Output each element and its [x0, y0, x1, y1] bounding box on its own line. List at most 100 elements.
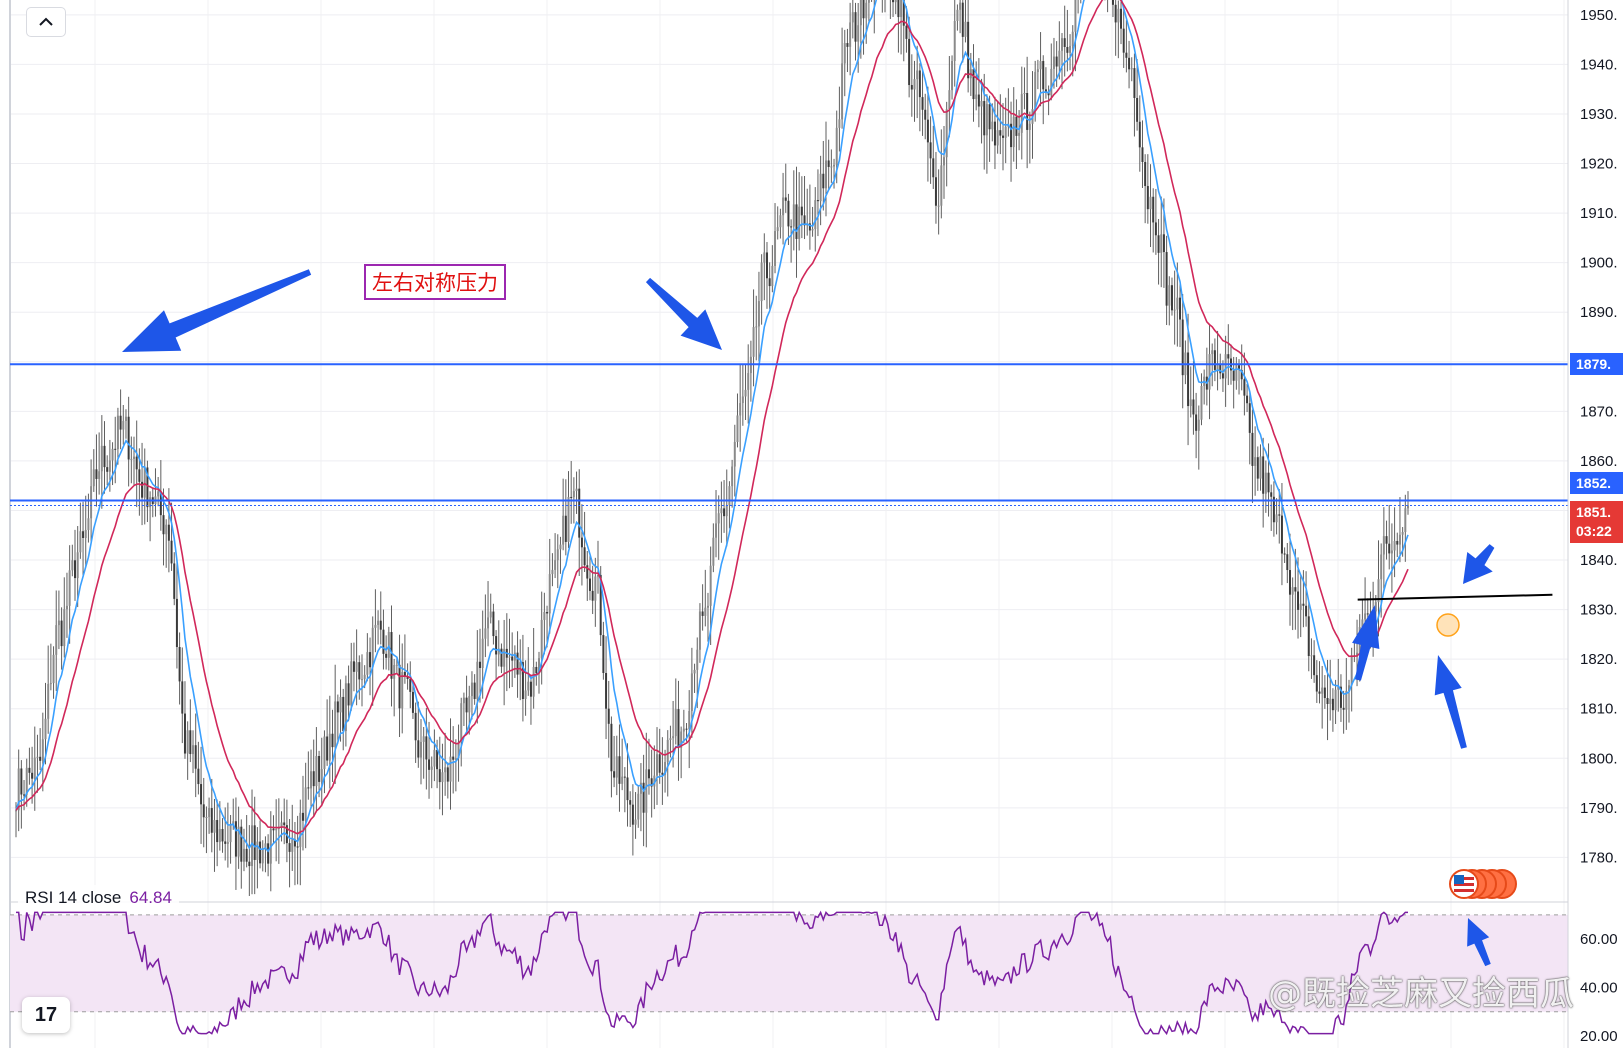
economic-events-icon[interactable]: [1448, 868, 1520, 900]
candle-body: [658, 754, 661, 773]
candle-body: [100, 445, 103, 472]
candle-body: [1221, 373, 1224, 379]
candle-body: [1240, 369, 1243, 380]
candle-body: [1130, 68, 1133, 70]
candle-body: [800, 206, 803, 216]
candle-body: [975, 94, 978, 100]
candle-body: [578, 488, 581, 538]
candle-body: [760, 262, 763, 302]
candle-body: [1036, 69, 1039, 73]
rsi-legend[interactable]: RSI 14 close 64.84: [18, 885, 179, 911]
candle-body: [229, 824, 232, 843]
candle-body: [765, 252, 768, 279]
candle-body: [1120, 8, 1123, 29]
candle-body: [513, 652, 516, 661]
candle-body: [441, 772, 444, 783]
candle-body: [127, 416, 130, 460]
candle-body: [1192, 399, 1195, 415]
ma-fast-line: [15, 0, 1409, 853]
candle-body: [374, 624, 377, 628]
candle-body: [556, 549, 559, 561]
candle-body: [146, 467, 149, 508]
candle-body: [524, 690, 527, 700]
candle-body: [371, 627, 374, 668]
candle-body: [296, 846, 299, 848]
candle-body: [546, 611, 549, 614]
candle-body: [948, 90, 951, 110]
marker-circle: [1436, 613, 1460, 637]
tradingview-logo[interactable]: 17: [22, 997, 70, 1033]
price-tick-label: 1810.: [1580, 701, 1618, 718]
candle-body: [1114, 4, 1117, 23]
candle-body: [945, 109, 948, 158]
candle-body: [135, 456, 138, 470]
candle-body: [454, 758, 457, 760]
collapse-button[interactable]: [26, 7, 66, 37]
candle-body: [200, 784, 203, 805]
arrow-shape: [645, 277, 722, 350]
candle-body: [618, 756, 621, 784]
candle-body: [170, 540, 173, 564]
candle-body: [588, 578, 591, 591]
candle-body: [1128, 57, 1131, 70]
price-tick-label: 1900.: [1580, 255, 1618, 272]
candle-body: [1286, 554, 1289, 571]
candle-body: [610, 723, 613, 772]
candle-body: [240, 826, 243, 862]
candle-body: [851, 12, 854, 23]
candle-body: [310, 771, 313, 789]
candle-body: [1329, 698, 1332, 704]
price-tick-label: 1790.: [1580, 800, 1618, 817]
candle-body: [90, 486, 93, 519]
candle-body: [1243, 379, 1246, 396]
candle-body: [1331, 698, 1334, 711]
candle-body: [621, 776, 624, 784]
candle-body: [342, 696, 345, 732]
candle-body: [508, 656, 511, 658]
candle-body: [192, 745, 195, 755]
candle-body: [114, 448, 117, 450]
candle-body: [344, 683, 347, 732]
candle-body: [449, 756, 452, 782]
candle-body: [130, 458, 133, 460]
candle-body: [666, 739, 669, 762]
candle-body: [674, 709, 677, 737]
candle-body: [1050, 68, 1053, 96]
candle-body: [409, 678, 412, 692]
candle-body: [1288, 570, 1291, 595]
candle-body: [1133, 68, 1136, 98]
candle-body: [398, 664, 401, 709]
candle-body: [685, 728, 688, 730]
candle-body: [25, 767, 28, 795]
candle-body: [301, 812, 304, 821]
candle-body: [682, 728, 685, 732]
candle-body: [143, 467, 146, 498]
candle-body: [1297, 591, 1300, 610]
candle-body: [304, 787, 307, 821]
candle-body: [562, 515, 565, 545]
candle-body: [1291, 587, 1294, 595]
candle-body: [650, 778, 653, 787]
candle-body: [108, 460, 111, 472]
candle-body: [677, 709, 680, 748]
candle-body: [320, 769, 323, 782]
candle-body: [1385, 536, 1388, 544]
candle-body: [1294, 587, 1297, 592]
candle-body: [189, 730, 192, 755]
candle-body: [940, 165, 943, 206]
candle-body: [385, 653, 388, 658]
candle-body: [318, 756, 321, 782]
candle-body: [218, 829, 221, 843]
candle-body: [779, 215, 782, 228]
candle-body: [782, 197, 785, 216]
candle-body: [293, 839, 296, 847]
candle-body: [1023, 93, 1026, 95]
candle-body: [1388, 543, 1391, 554]
candle-body: [1173, 309, 1176, 311]
candle-body: [1345, 690, 1348, 710]
candle-body: [446, 767, 449, 782]
candle-body: [1407, 505, 1409, 509]
candle-body: [74, 560, 77, 579]
candle-body: [334, 701, 337, 748]
